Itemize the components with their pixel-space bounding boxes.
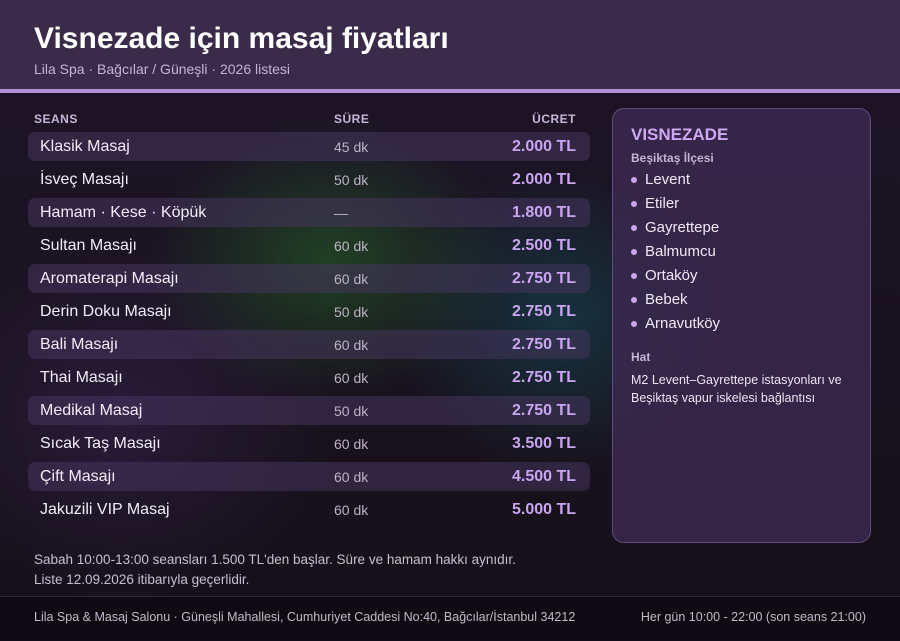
table-row: Bali Masajı 60 dk 2.750 TL [28, 330, 590, 359]
session-name: İsveç Masajı [40, 171, 129, 188]
footer: Lila Spa & Masaj Salonu · Güneşli Mahall… [0, 596, 900, 641]
footer-hours: Her gün 10:00 - 22:00 (son seans 21:00) [640, 610, 866, 624]
session-name: Bali Masajı [40, 336, 119, 353]
column-header-session: SEANS [34, 112, 78, 126]
table-row: Thai Masajı 60 dk 2.750 TL [28, 363, 590, 392]
session-price: 2.000 TL [511, 138, 576, 155]
bullet-icon [631, 321, 637, 327]
table-row: Medikal Masaj 50 dk 2.750 TL [28, 396, 590, 425]
page-header: Visnezade için masaj fiyatları Lila Spa … [0, 0, 900, 93]
table-row: Jakuzili VIP Masaj 60 dk 5.000 TL [28, 495, 590, 524]
session-name: Çift Masajı [40, 468, 116, 485]
location-card: VISNEZADE Beşiktaş İlçesi Levent Etiler … [612, 108, 871, 543]
session-price: 2.750 TL [511, 402, 576, 419]
table-row: Çift Masajı 60 dk 4.500 TL [28, 462, 590, 491]
session-duration: 45 dk [334, 139, 369, 155]
session-duration: — [334, 205, 348, 221]
area-label: Gayrettepe [645, 219, 720, 236]
session-name: Sultan Masajı [40, 237, 137, 254]
morning-note: Sabah 10:00-13:00 seansları 1.500 TL'den… [34, 552, 516, 567]
bullet-icon [631, 273, 637, 279]
table-row: Sultan Masajı 60 dk 2.500 TL [28, 231, 590, 260]
column-header-duration: SÜRE [334, 112, 370, 126]
session-duration: 60 dk [334, 337, 369, 353]
table-row: Aromaterapi Masajı 60 dk 2.750 TL [28, 264, 590, 293]
area-label: Arnavutköy [645, 315, 721, 332]
session-name: Sıcak Taş Masajı [40, 435, 161, 452]
bullet-icon [631, 201, 637, 207]
session-name: Aromaterapi Masajı [40, 270, 179, 287]
session-price: 3.500 TL [511, 435, 576, 452]
table-row: Derin Doku Masajı 50 dk 2.750 TL [28, 297, 590, 326]
session-duration: 60 dk [334, 436, 369, 452]
location-title: VISNEZADE [631, 125, 729, 144]
session-duration: 50 dk [334, 304, 369, 320]
area-label: Etiler [645, 195, 680, 212]
session-price: 4.500 TL [511, 468, 576, 485]
session-name: Thai Masajı [40, 369, 123, 386]
table-row: Klasik Masaj 45 dk 2.000 TL [28, 132, 590, 161]
table-row: Sıcak Taş Masajı 60 dk 3.500 TL [28, 429, 590, 458]
area-label: Balmumcu [645, 243, 716, 260]
area-label: Levent [645, 171, 691, 188]
session-name: Medikal Masaj [40, 402, 143, 419]
page-title: Visnezade için masaj fiyatları [34, 22, 449, 55]
transit-text: M2 Levent–Gayrettepe istasyonları ve Beş… [631, 373, 842, 405]
session-price: 2.000 TL [511, 171, 576, 188]
table-row: İsveç Masajı 50 dk 2.000 TL [28, 165, 590, 194]
bullet-icon [631, 297, 637, 303]
area-label: Ortaköy [645, 267, 698, 284]
session-price: 2.750 TL [511, 336, 576, 353]
session-name: Jakuzili VIP Masaj [40, 501, 170, 518]
session-duration: 60 dk [334, 502, 369, 518]
footer-address: Lila Spa & Masaj Salonu · Güneşli Mahall… [34, 610, 576, 624]
session-name: Hamam · Kese · Köpük [40, 204, 207, 221]
session-price: 2.750 TL [511, 303, 576, 320]
district-label: Beşiktaş İlçesi [631, 151, 714, 165]
page-subtitle: Lila Spa · Bağcılar / Güneşli · 2026 lis… [34, 61, 291, 77]
session-duration: 50 dk [334, 403, 369, 419]
session-duration: 60 dk [334, 238, 369, 254]
session-duration: 60 dk [334, 370, 369, 386]
session-price: 2.750 TL [511, 270, 576, 287]
session-price: 5.000 TL [511, 501, 576, 518]
column-header-price: ÜCRET [532, 112, 576, 126]
session-name: Klasik Masaj [40, 138, 130, 155]
area-label: Bebek [645, 291, 688, 308]
bullet-icon [631, 249, 637, 255]
transit-title: Hat [631, 350, 651, 364]
bullet-icon [631, 225, 637, 231]
session-price: 2.750 TL [511, 369, 576, 386]
price-table: Klasik Masaj 45 dk 2.000 TL İsveç Masajı… [28, 132, 590, 528]
session-duration: 60 dk [334, 469, 369, 485]
session-duration: 60 dk [334, 271, 369, 287]
validity-note: Liste 12.09.2026 itibarıyla geçerlidir. [34, 572, 250, 587]
bullet-icon [631, 177, 637, 183]
session-price: 1.800 TL [511, 204, 576, 221]
session-duration: 50 dk [334, 172, 369, 188]
session-name: Derin Doku Masajı [40, 303, 172, 320]
table-row: Hamam · Kese · Köpük — 1.800 TL [28, 198, 590, 227]
session-price: 2.500 TL [511, 237, 576, 254]
